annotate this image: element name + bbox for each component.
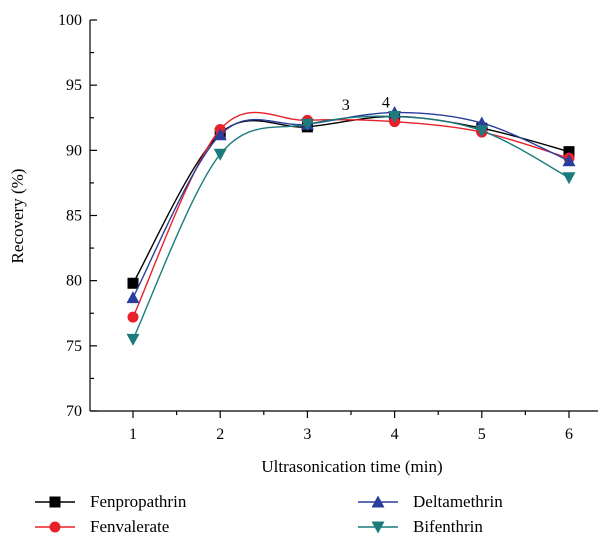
y-tick-label: 75 xyxy=(66,338,82,355)
data-point-triangle-down xyxy=(300,118,314,131)
x-tick-label: 3 xyxy=(303,426,311,443)
data-point-triangle-down xyxy=(388,110,402,123)
series-line xyxy=(132,115,570,284)
x-tick-label: 2 xyxy=(216,426,224,443)
legend-label: Deltamethrin xyxy=(413,492,503,511)
legend-item: Fenvalerate xyxy=(35,517,169,536)
legend-marker xyxy=(49,496,61,508)
x-tick-label: 4 xyxy=(391,426,399,443)
data-point-triangle-up xyxy=(562,154,576,167)
x-axis-title: Ultrasonication time (min) xyxy=(261,457,442,476)
legend-marker xyxy=(49,521,61,533)
data-point-triangle-up xyxy=(213,128,227,141)
series-bifenthrin xyxy=(126,110,576,346)
legend-item: Deltamethrin xyxy=(358,492,503,511)
data-point-triangle-down xyxy=(213,148,227,161)
series-layer xyxy=(126,106,576,346)
legend-item: Fenpropathrin xyxy=(35,492,187,511)
data-point-triangle-down xyxy=(562,172,576,185)
legend-item: Bifenthrin xyxy=(358,517,483,536)
y-tick-label: 95 xyxy=(66,77,82,94)
y-tick-label: 70 xyxy=(66,403,82,420)
data-point-triangle-down xyxy=(475,125,489,138)
annotation-label: 4 xyxy=(382,94,390,111)
legend-label: Bifenthrin xyxy=(413,517,483,536)
data-point-circle xyxy=(127,311,139,323)
y-tick-label: 100 xyxy=(58,12,82,29)
data-point-square xyxy=(563,146,575,158)
legend-marker xyxy=(371,521,385,534)
x-tick-label: 6 xyxy=(565,426,573,443)
series-line xyxy=(132,111,570,318)
data-point-triangle-down xyxy=(126,333,140,346)
annotation-label: 3 xyxy=(342,97,350,114)
y-tick-label: 90 xyxy=(66,142,82,159)
y-axis-title: Recovery (%) xyxy=(8,169,27,264)
series-line xyxy=(132,115,570,340)
data-point-square xyxy=(127,277,139,289)
x-tick-label: 1 xyxy=(129,426,137,443)
series-fenvalerate xyxy=(127,111,575,323)
series-fenpropathrin xyxy=(127,110,575,289)
y-tick-label: 80 xyxy=(66,273,82,290)
legend-label: Fenvalerate xyxy=(90,517,169,536)
y-tick-label: 85 xyxy=(66,208,82,225)
series-deltamethrin xyxy=(126,106,576,304)
legend: Fenpropathrin Fenvalerate Deltamethrin Bife… xyxy=(35,492,503,536)
data-point-triangle-up xyxy=(126,291,140,304)
x-tick-label: 5 xyxy=(478,426,486,443)
legend-label: Fenpropathrin xyxy=(90,492,187,511)
legend-marker xyxy=(371,495,385,508)
